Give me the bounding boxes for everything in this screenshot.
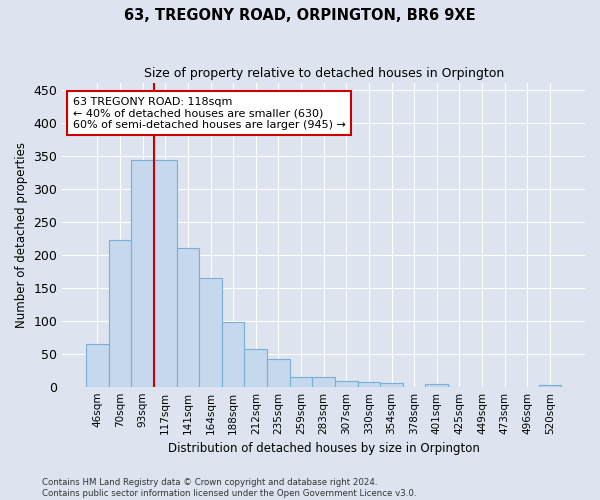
Bar: [131, 160, 154, 386]
Bar: [380, 384, 403, 386]
Bar: [176, 248, 199, 386]
Text: 63, TREGONY ROAD, ORPINGTON, BR6 9XE: 63, TREGONY ROAD, ORPINGTON, BR6 9XE: [124, 8, 476, 22]
Bar: [267, 359, 290, 386]
Bar: [244, 349, 267, 387]
Bar: [425, 384, 448, 386]
Bar: [290, 377, 313, 386]
Bar: [199, 278, 222, 386]
Bar: [539, 384, 561, 386]
Bar: [154, 160, 176, 386]
Title: Size of property relative to detached houses in Orpington: Size of property relative to detached ho…: [143, 68, 504, 80]
Bar: [313, 377, 335, 386]
Y-axis label: Number of detached properties: Number of detached properties: [15, 142, 28, 328]
Bar: [335, 382, 358, 386]
Bar: [358, 382, 380, 386]
Bar: [86, 344, 109, 387]
X-axis label: Distribution of detached houses by size in Orpington: Distribution of detached houses by size …: [168, 442, 479, 455]
Bar: [222, 322, 244, 386]
Text: 63 TREGONY ROAD: 118sqm
← 40% of detached houses are smaller (630)
60% of semi-d: 63 TREGONY ROAD: 118sqm ← 40% of detache…: [73, 96, 346, 130]
Text: Contains HM Land Registry data © Crown copyright and database right 2024.
Contai: Contains HM Land Registry data © Crown c…: [42, 478, 416, 498]
Bar: [109, 240, 131, 386]
